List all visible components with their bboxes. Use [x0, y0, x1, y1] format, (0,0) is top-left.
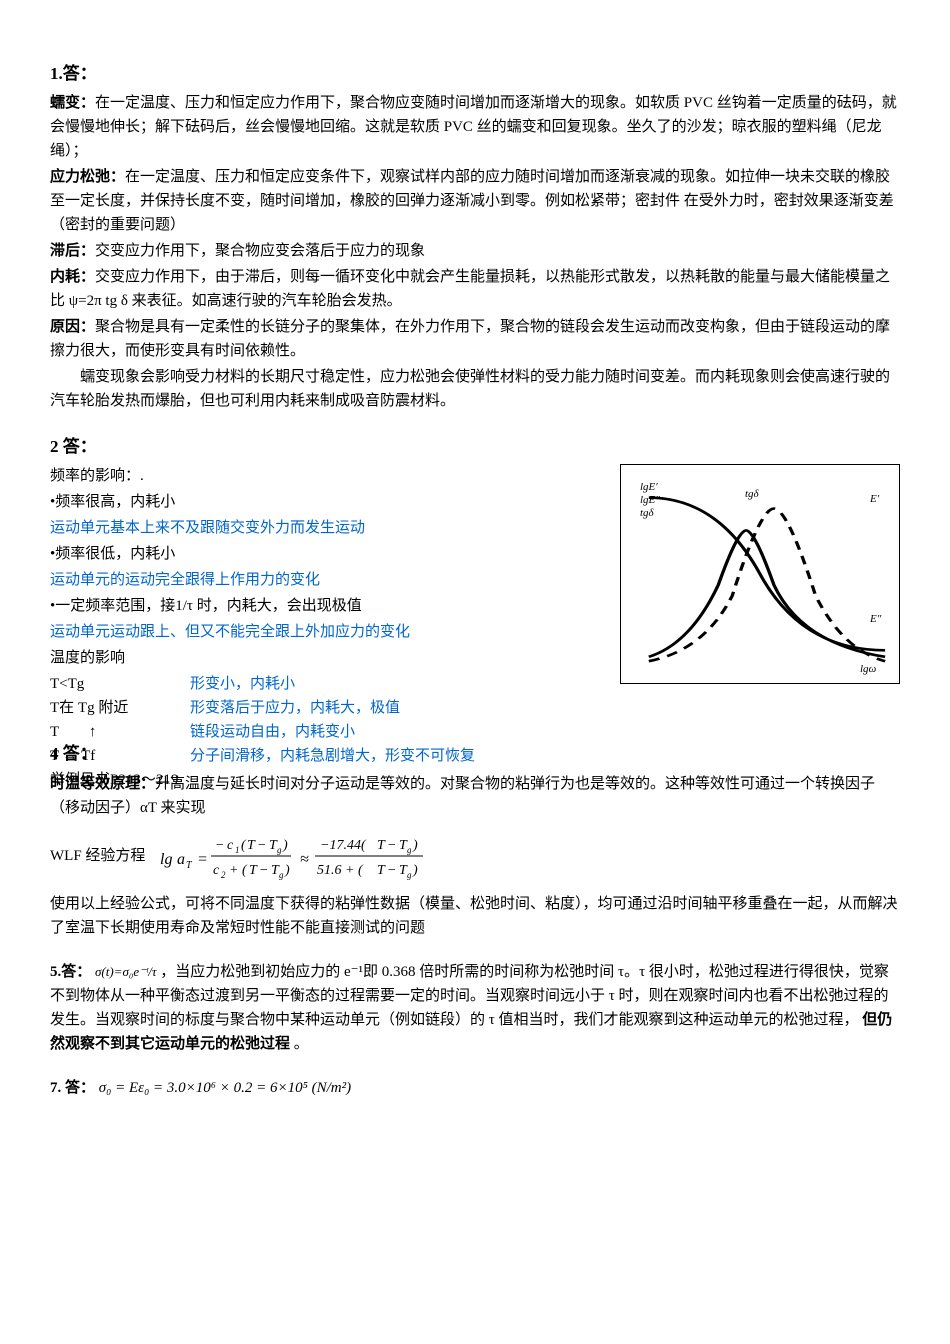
svg-text:=: =	[197, 851, 208, 868]
q2-heading: 2 答：	[50, 433, 900, 460]
cause-label: 原因：	[50, 319, 95, 335]
principle-label: 时温等效原理：	[50, 776, 155, 792]
curve-e-prime	[649, 498, 885, 651]
svg-text:c: c	[213, 863, 220, 878]
svg-text:c: c	[227, 838, 234, 853]
svg-text:): )	[284, 863, 290, 878]
lag-text: 交变应力作用下，聚合物应变会落后于应力的现象	[95, 243, 425, 259]
temp-row-right-2: 链段运动自由，内耗变小	[190, 720, 610, 744]
loss-label: 内耗：	[50, 269, 95, 285]
temp-row-left-1: T在 Tg 附近	[50, 696, 170, 720]
svg-text:2: 2	[221, 870, 226, 880]
svg-text:g: g	[277, 845, 282, 855]
question-5: 5.答： σ(t)=σ₀e⁻ᵗ/τ ，当应力松弛到初始应力的 e⁻¹即 0.36…	[50, 960, 900, 1056]
q7-para: 7. 答： σ₀ = Eε₀ = 3.0×10⁶ × 0.2 = 6×10⁵ (…	[50, 1076, 900, 1100]
svg-text:−: −	[387, 863, 396, 878]
q1-heading: 1.答：	[50, 60, 900, 87]
q1-summary: 蠕变现象会影响受力材料的长期尺寸稳定性，应力松弛会使弹性材料的受力能力随时间变差…	[50, 365, 900, 413]
svg-text:T: T	[247, 838, 256, 853]
svg-text:T: T	[186, 860, 193, 871]
svg-text:g: g	[407, 845, 412, 855]
q2-chart: lgE′ lgE″ tgδ tgδ E′ E″ lgω	[620, 464, 900, 920]
svg-text:−: −	[257, 838, 266, 853]
svg-text:): )	[412, 838, 418, 853]
svg-text:≈: ≈	[300, 851, 309, 868]
q2-temp-title: 温度的影响	[50, 646, 610, 670]
q2-bullet-2: •一定频率范围，接1/τ 时，内耗大，会出现极值	[50, 594, 610, 618]
svg-text:): )	[412, 863, 418, 878]
q1-cause: 原因：聚合物是具有一定柔性的长链分子的聚集体，在外力作用下，聚合物的链段会发生运…	[50, 315, 900, 363]
q2-freq-title: 频率的影响：.	[50, 464, 610, 488]
q2-bullet-1: •频率很低，内耗小	[50, 542, 610, 566]
svg-text:−: −	[215, 838, 224, 853]
svg-text:a: a	[177, 851, 185, 868]
q7-formula: σ₀ = Eε₀ = 3.0×10⁶ × 0.2 = 6×10⁵ (N/m²)	[99, 1080, 351, 1096]
svg-text:lg: lg	[160, 851, 172, 868]
svg-text:−: −	[259, 863, 268, 878]
temp-row-right-0: 形变小，内耗小	[190, 672, 610, 696]
svg-text:T: T	[249, 863, 258, 878]
q5-text3: 。	[294, 1036, 309, 1052]
svg-text:+ (: + (	[229, 863, 248, 878]
svg-text:): )	[282, 838, 288, 853]
cause-text: 聚合物是具有一定柔性的长链分子的聚集体，在外力作用下，聚合物的链段会发生运动而改…	[50, 319, 890, 359]
q1-creep: 蠕变：在一定温度、压力和恒定应力作用下，聚合物应变随时间增加而逐渐增大的现象。如…	[50, 91, 900, 163]
question-7: 7. 答： σ₀ = Eε₀ = 3.0×10⁶ × 0.2 = 6×10⁵ (…	[50, 1076, 900, 1100]
loss-text: 交变应力作用下，由于滞后，则每一循环变化中就会产生能量损耗，以热能形式散发，以热…	[50, 269, 890, 309]
svg-text:T: T	[377, 838, 386, 853]
question-1: 1.答： 蠕变：在一定温度、压力和恒定应力作用下，聚合物应变随时间增加而逐渐增大…	[50, 60, 900, 413]
q5-formula: σ(t)=σ₀e⁻ᵗ/τ	[95, 964, 156, 979]
q1-relax: 应力松弛：在一定温度、压力和恒定应变条件下，观察试样内部的应力随时间增加而逐渐衰…	[50, 165, 900, 237]
svg-text:1: 1	[235, 845, 240, 855]
svg-text:g: g	[279, 870, 284, 880]
wlf-formula-svg: lg a T = − c 1 ( T − T g ) c 2 + ( T − T…	[155, 826, 575, 886]
lag-label: 滞后：	[50, 243, 95, 259]
loss-modulus-chart	[620, 464, 900, 684]
svg-text:51.6 + (: 51.6 + (	[317, 863, 364, 878]
q7-heading: 7. 答：	[50, 1080, 95, 1096]
q2-bullet-blue-2: 运动单元运动跟上、但又不能完全跟上外加应力的变化	[50, 620, 610, 644]
relax-text: 在一定温度、压力和恒定应变条件下，观察试样内部的应力随时间增加而逐渐衰减的现象。…	[50, 169, 894, 233]
temp-row-right-3: 分子间滑移，内耗急剧增大，形变不可恢复	[190, 744, 610, 768]
wlf-label: WLF 经验方程	[50, 844, 145, 868]
q1-lag: 滞后：交变应力作用下，聚合物应变会落后于应力的现象	[50, 239, 900, 263]
q1-loss: 内耗：交变应力作用下，由于滞后，则每一循环变化中就会产生能量损耗，以热能形式散发…	[50, 265, 900, 313]
q2-bullet-blue-0: 运动单元基本上来不及跟随交变外力而发生运动	[50, 516, 610, 540]
q5-para: 5.答： σ(t)=σ₀e⁻ᵗ/τ ，当应力松弛到初始应力的 e⁻¹即 0.36…	[50, 960, 900, 1056]
svg-text:−17.44(: −17.44(	[320, 838, 367, 853]
temp-row-right-1: 形变落后于应力，内耗大，极值	[190, 696, 610, 720]
q5-text1: ，当应力松弛到初始应力的 e⁻¹即 0.368 倍时所需的时间称为松弛时间 τ。…	[50, 964, 889, 1028]
q2-bullet-blue-1: 运动单元的运动完全跟得上作用力的变化	[50, 568, 610, 592]
q2-bullet-0: •频率很高，内耗小	[50, 490, 610, 514]
creep-label: 蠕变：	[50, 95, 95, 111]
svg-text:T: T	[377, 863, 386, 878]
creep-text: 在一定温度、压力和恒定应力作用下，聚合物应变随时间增加而逐渐增大的现象。如软质 …	[50, 95, 897, 159]
svg-text:−: −	[387, 838, 396, 853]
curve-tg-delta	[649, 531, 885, 657]
temp-row-left-0: T<Tg	[50, 672, 170, 696]
q5-heading: 5.答：	[50, 964, 91, 980]
relax-label: 应力松弛：	[50, 169, 125, 185]
svg-text:g: g	[407, 870, 412, 880]
